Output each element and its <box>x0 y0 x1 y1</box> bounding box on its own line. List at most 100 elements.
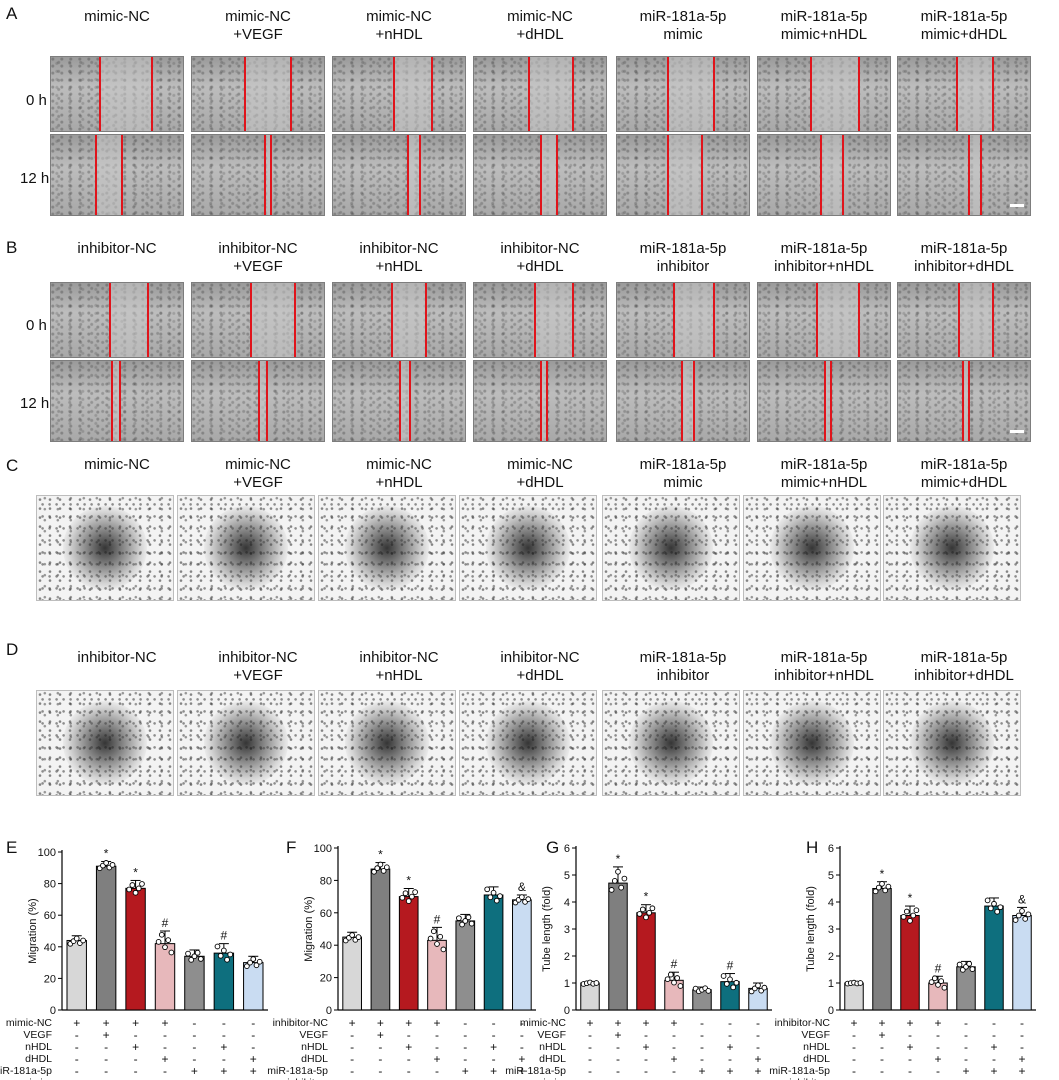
chart-f-row-sign: - <box>520 1028 524 1042</box>
panel-a-micrograph-0h-6 <box>897 56 1031 132</box>
chart-f-y-tick-label: 80 <box>320 875 332 887</box>
chart-h-row-sign: - <box>908 1064 912 1078</box>
chart-f-data-point <box>456 915 462 922</box>
panel-b-micrograph-0h-4 <box>616 282 750 358</box>
wound-edge-left-line <box>407 135 409 215</box>
chart-g-data-point <box>677 983 684 989</box>
panel-letter-c: C <box>6 456 19 475</box>
chart-e-row-label: miR-181a-5p <box>0 1065 52 1077</box>
wound-edge-left-line <box>667 135 669 215</box>
chart-e-data-point <box>155 939 162 945</box>
chart-g-row-sign: - <box>644 1064 648 1078</box>
chart-e-data-point <box>244 963 250 969</box>
wound-edge-right-line <box>858 283 860 357</box>
chart-e-bar-3 <box>154 943 176 1011</box>
panel-b-inhibitor-column-label-0: inhibitor-NC <box>77 240 157 257</box>
wound-gap <box>962 361 968 441</box>
wound-edge-right-line <box>980 135 982 215</box>
chart-h-data-point <box>1019 908 1025 914</box>
panel-c-tube-image-2 <box>318 495 456 601</box>
chart-e-row-sign: - <box>75 1028 79 1042</box>
chart-g-data-point <box>674 975 681 981</box>
chart-g-bar-5 <box>720 981 740 1011</box>
chart-h-data-point <box>854 980 861 987</box>
chart-e-y-tick-label: 0 <box>50 1005 56 1017</box>
chart-g-data-point <box>615 868 621 875</box>
wound-gap <box>264 135 270 215</box>
chart-h-bar-2 <box>900 915 920 1011</box>
chart-f-row-label: nHDL <box>301 1041 328 1053</box>
chart-h-data-point <box>941 984 948 991</box>
chart-f-bar-4 <box>455 920 476 1011</box>
chart-h-row-sign: - <box>852 1052 856 1066</box>
chart-h-row-label: dHDL <box>803 1053 830 1065</box>
chart-h-row-sign: - <box>852 1064 856 1078</box>
chart-h-data-point <box>844 980 851 987</box>
chart-e-bar-1 <box>95 865 117 1011</box>
chart-e-bar-2 <box>125 887 146 1011</box>
wound-edge-left-line <box>534 283 536 357</box>
chart-f-data-point <box>352 936 359 943</box>
chart-h-data-point <box>875 884 882 891</box>
chart-h-row-sign: - <box>992 1028 996 1042</box>
chart-g-data-point <box>730 984 737 991</box>
wound-gap <box>407 135 419 215</box>
wound-edge-left-line <box>540 135 542 215</box>
chart-e-row-sign: - <box>251 1028 255 1042</box>
panel-d-tube-image-3 <box>459 690 597 796</box>
chart-f-data-point <box>427 935 434 942</box>
chart-e-data-point <box>253 962 260 969</box>
chart-f-row-sign: - <box>463 1028 467 1042</box>
chart-g-row-sign: - <box>616 1052 620 1066</box>
chart-g-data-point <box>583 980 590 987</box>
chart-f-row-sign: - <box>407 1052 411 1066</box>
panel-c-tube-image-4 <box>602 495 740 601</box>
chart-f-data-point <box>437 933 444 940</box>
chart-h-data-point <box>857 980 864 986</box>
chart-e-row-sign: - <box>192 1052 196 1066</box>
chart-f-row-sign: + <box>377 1028 384 1042</box>
chart-g-row-sign: + <box>726 1040 733 1054</box>
chart-g-data-point <box>720 973 727 979</box>
chart-f-data-point <box>399 894 406 901</box>
chart-h-data-point <box>994 908 1001 915</box>
panel-a-mimic-column-label-5: miR-181a-5p mimic+nHDL <box>780 8 868 43</box>
chart-e-data-point <box>67 940 74 947</box>
chart-h-bar-5 <box>984 905 1004 1011</box>
chart-g-data-point <box>748 988 755 995</box>
chart-h-row-sign: - <box>1020 1040 1024 1054</box>
chart-f-data-point <box>346 934 352 941</box>
chart-g-data-point <box>618 884 625 891</box>
chart-f-data-point <box>342 937 349 944</box>
chart-h-row-sign: - <box>964 1016 968 1030</box>
chart-e-row-sign: + <box>103 1016 110 1030</box>
chart-f-row-label: dHDL <box>301 1053 328 1065</box>
chart-f-row-sign: + <box>490 1064 497 1078</box>
wound-edge-left-line <box>393 57 395 131</box>
wound-edge-left-line <box>391 283 393 357</box>
chart-e-significance-mark: * <box>133 865 138 879</box>
chart-h-data-point <box>910 912 917 919</box>
chart-f-row-sign: - <box>407 1028 411 1042</box>
chart-f-row-sign: - <box>350 1040 354 1054</box>
chart-h-data-point <box>847 980 854 986</box>
chart-f-data-point <box>412 889 418 895</box>
wound-edge-right-line <box>968 361 970 441</box>
chart-h-row-sign: - <box>908 1052 912 1066</box>
wound-edge-right-line <box>713 283 715 357</box>
chart-h-data-point <box>963 963 969 970</box>
wound-edge-left-line <box>958 283 960 357</box>
wound-edge-left-line <box>956 57 958 131</box>
chart-h-row-sign: + <box>1018 1052 1025 1066</box>
wound-edge-right-line <box>121 135 123 215</box>
chart-h-y-tick-label: 3 <box>828 924 834 936</box>
panel-c-tube-image-1 <box>177 495 315 601</box>
chart-f-row-label: miR-181a-5p <box>267 1065 328 1077</box>
chart-g-row-label: VEGF <box>537 1029 566 1041</box>
panel-b-micrograph-12h-4 <box>616 360 750 442</box>
chart-g-row-sign: - <box>756 1040 760 1054</box>
row-label-0h: 0 h <box>26 317 47 334</box>
chart-h-row-label: miR-181a-5p <box>769 1065 830 1077</box>
chart-f-row-sign: - <box>463 1016 467 1030</box>
chart-g-y-tick-label: 6 <box>564 843 570 855</box>
